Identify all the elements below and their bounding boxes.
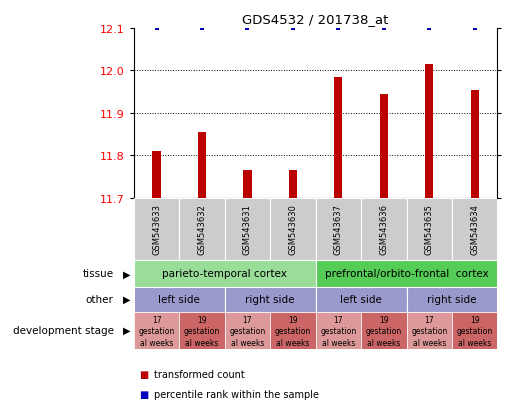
Bar xyxy=(134,312,179,349)
Text: GSM543630: GSM543630 xyxy=(288,204,297,254)
Bar xyxy=(361,198,407,260)
Text: GSM543636: GSM543636 xyxy=(379,204,388,255)
Bar xyxy=(452,312,497,349)
Bar xyxy=(334,78,342,198)
Bar xyxy=(225,287,316,312)
Point xyxy=(334,26,342,32)
Bar xyxy=(316,260,497,287)
Bar xyxy=(316,287,407,312)
Text: 19: 19 xyxy=(470,316,480,325)
Bar xyxy=(179,312,225,349)
Point xyxy=(153,26,161,32)
Bar xyxy=(361,312,407,349)
Bar xyxy=(380,95,388,198)
Bar xyxy=(407,312,452,349)
Text: al weeks: al weeks xyxy=(322,338,355,347)
Text: al weeks: al weeks xyxy=(140,338,173,347)
Text: al weeks: al weeks xyxy=(367,338,400,347)
Bar xyxy=(134,287,225,312)
Text: ■: ■ xyxy=(139,369,148,379)
Text: gestation: gestation xyxy=(184,327,220,336)
Text: 17: 17 xyxy=(152,316,162,325)
Bar xyxy=(270,198,316,260)
Text: ▶: ▶ xyxy=(123,294,130,304)
Text: 19: 19 xyxy=(379,316,389,325)
Text: al weeks: al weeks xyxy=(458,338,491,347)
Text: parieto-temporal cortex: parieto-temporal cortex xyxy=(162,268,287,279)
Bar xyxy=(134,198,179,260)
Text: right side: right side xyxy=(427,294,477,304)
Point xyxy=(198,26,206,32)
Text: 19: 19 xyxy=(288,316,298,325)
Text: gestation: gestation xyxy=(411,327,447,336)
Point xyxy=(380,26,388,32)
Bar xyxy=(289,171,297,198)
Text: gestation: gestation xyxy=(366,327,402,336)
Bar xyxy=(198,133,206,198)
Bar xyxy=(153,152,161,198)
Text: other: other xyxy=(86,294,114,304)
Text: tissue: tissue xyxy=(82,268,114,279)
Text: left side: left side xyxy=(340,294,382,304)
Text: gestation: gestation xyxy=(320,327,357,336)
Text: development stage: development stage xyxy=(13,325,114,335)
Text: gestation: gestation xyxy=(457,327,493,336)
Text: gestation: gestation xyxy=(229,327,266,336)
Point xyxy=(289,26,297,32)
Text: al weeks: al weeks xyxy=(413,338,446,347)
Text: percentile rank within the sample: percentile rank within the sample xyxy=(154,389,319,399)
Bar xyxy=(425,65,433,198)
Bar xyxy=(471,90,479,198)
Point xyxy=(243,26,251,32)
Text: GSM543635: GSM543635 xyxy=(425,204,434,254)
Text: transformed count: transformed count xyxy=(154,369,245,379)
Bar xyxy=(452,198,497,260)
Text: right side: right side xyxy=(245,294,295,304)
Text: ▶: ▶ xyxy=(123,325,130,335)
Text: 17: 17 xyxy=(242,316,252,325)
Point xyxy=(471,26,479,32)
Text: GSM543637: GSM543637 xyxy=(334,204,343,255)
Text: 19: 19 xyxy=(197,316,207,325)
Bar xyxy=(179,198,225,260)
Text: GSM543632: GSM543632 xyxy=(197,204,207,254)
Bar xyxy=(316,198,361,260)
Bar xyxy=(243,171,251,198)
Bar xyxy=(225,312,270,349)
Text: gestation: gestation xyxy=(275,327,311,336)
Text: left side: left side xyxy=(159,294,200,304)
Text: gestation: gestation xyxy=(138,327,175,336)
Bar xyxy=(407,198,452,260)
Bar xyxy=(316,312,361,349)
Bar xyxy=(225,198,270,260)
Text: 17: 17 xyxy=(333,316,343,325)
Bar xyxy=(270,312,316,349)
Bar xyxy=(407,287,497,312)
Title: GDS4532 / 201738_at: GDS4532 / 201738_at xyxy=(242,13,389,26)
Text: GSM543633: GSM543633 xyxy=(152,204,161,255)
Text: ▶: ▶ xyxy=(123,268,130,279)
Text: prefrontal/orbito-frontal  cortex: prefrontal/orbito-frontal cortex xyxy=(325,268,488,279)
Text: al weeks: al weeks xyxy=(231,338,264,347)
Text: 17: 17 xyxy=(424,316,434,325)
Text: GSM543631: GSM543631 xyxy=(243,204,252,254)
Point xyxy=(425,26,433,32)
Bar xyxy=(134,260,316,287)
Text: ■: ■ xyxy=(139,389,148,399)
Text: GSM543634: GSM543634 xyxy=(470,204,479,254)
Text: al weeks: al weeks xyxy=(185,338,219,347)
Text: al weeks: al weeks xyxy=(276,338,310,347)
